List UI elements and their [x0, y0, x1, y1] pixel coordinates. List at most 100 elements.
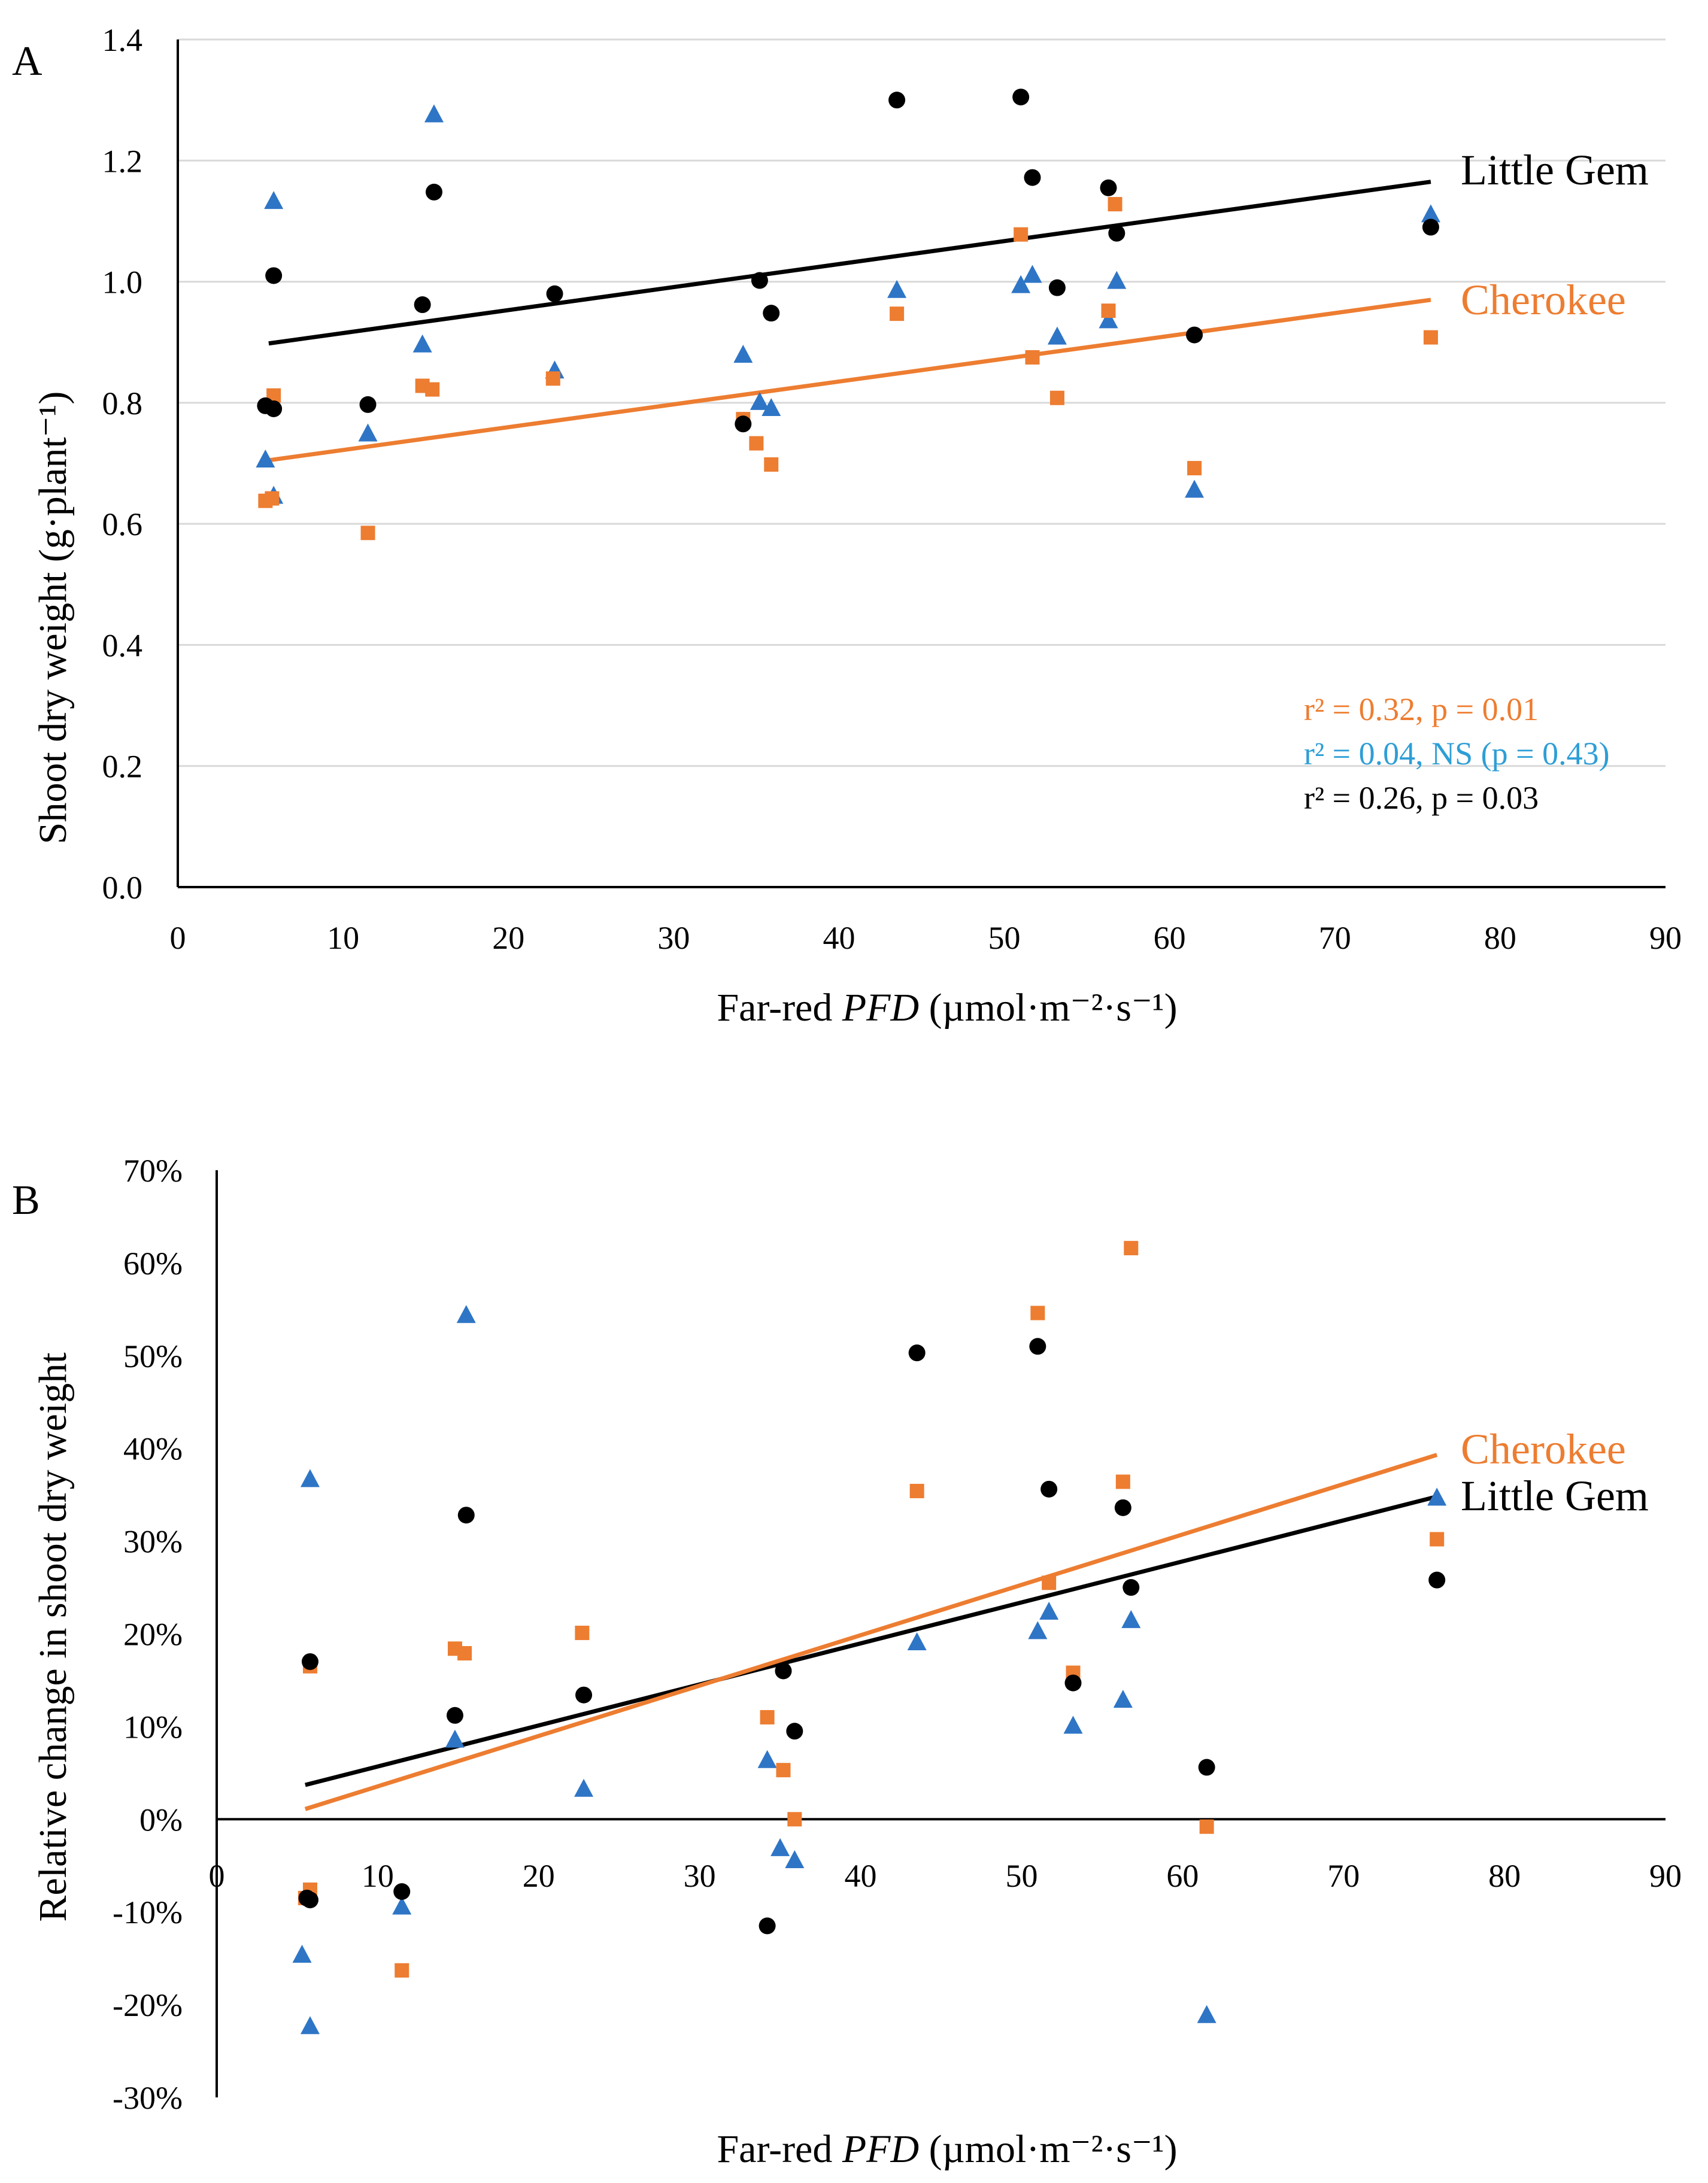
- blue-point: [750, 391, 769, 410]
- blue-point: [574, 1778, 594, 1797]
- cherokee-point: [776, 1763, 791, 1778]
- cherokee-point: [1025, 350, 1040, 365]
- little-gem-point: [1114, 1499, 1131, 1516]
- little-gem-point: [1012, 89, 1030, 106]
- little-gem-point: [1024, 169, 1041, 186]
- x-tick-label: 30: [684, 1858, 716, 1894]
- cherokee-point: [1042, 1575, 1057, 1590]
- x-tick-label: 90: [1649, 920, 1682, 956]
- little-gem-point: [575, 1686, 593, 1704]
- cherokee-point: [1108, 197, 1123, 212]
- blue-point: [1023, 265, 1042, 283]
- cherokee-point: [1101, 303, 1116, 318]
- x-tick-label: 90: [1649, 1858, 1682, 1894]
- cherokee-point: [265, 491, 280, 506]
- cherokee-point: [395, 1963, 409, 1978]
- blue-point: [358, 423, 378, 442]
- blue-point: [445, 1729, 465, 1748]
- panel-b-label-cherokee: Cherokee: [1461, 1425, 1626, 1473]
- cherokee-point: [749, 436, 764, 451]
- cherokee-point: [1430, 1532, 1445, 1547]
- panel-a-letter: A: [12, 38, 43, 84]
- blue-point: [757, 1750, 777, 1768]
- panel-a-gridlines: [178, 38, 1665, 767]
- blue-point: [733, 344, 753, 363]
- little-gem-point: [301, 1653, 318, 1670]
- y-tick-label: 10%: [123, 1709, 183, 1745]
- x-tick-label: 80: [1488, 1858, 1521, 1894]
- panel-a-stat-blue: r² = 0.04, NS (p = 0.43): [1304, 736, 1610, 772]
- little-gem-point: [786, 1723, 803, 1740]
- little-gem-point: [393, 1883, 411, 1900]
- cherokee-point: [1423, 330, 1438, 345]
- panel-a-data-points: [256, 89, 1440, 541]
- blue-point: [887, 280, 907, 298]
- little-gem-point: [457, 1507, 475, 1524]
- cherokee-point: [457, 1646, 472, 1661]
- little-gem-point: [908, 1344, 926, 1362]
- little-gem-point: [735, 415, 752, 433]
- blue-point: [1099, 310, 1118, 329]
- blue-point: [1121, 1610, 1141, 1628]
- x-tick-label: 0: [170, 920, 186, 956]
- little-gem-point: [546, 285, 563, 302]
- y-tick-label: 0.6: [102, 506, 143, 542]
- cherokee-point: [360, 526, 375, 541]
- y-tick-label: 1.4: [102, 22, 143, 58]
- little-gem-point: [1422, 218, 1439, 236]
- blue-point: [1113, 1690, 1133, 1708]
- blue-point: [300, 1469, 320, 1487]
- panel-b-axes: [216, 1170, 1665, 2097]
- little-gem-point: [775, 1662, 792, 1680]
- blue-point: [256, 449, 275, 467]
- x-tick-label: 10: [362, 1858, 394, 1894]
- blue-point: [264, 191, 284, 210]
- panel-b-y-tick-labels: -30% -20% -10% 0% 10% 20% 30% 40% 50% 60% 70%: [113, 1153, 183, 2116]
- trendline-cherokee: [304, 1453, 1438, 1811]
- x-tick-label: 80: [1484, 920, 1516, 956]
- x-tick-label: 0: [209, 1858, 225, 1894]
- panel-b-data-points: [292, 1241, 1447, 2035]
- little-gem-point: [265, 267, 283, 284]
- cherokee-point: [545, 371, 560, 386]
- little-gem-point: [1064, 1674, 1082, 1692]
- little-gem-point: [425, 183, 442, 201]
- y-tick-label: 0.0: [102, 870, 143, 906]
- little-gem-point: [1186, 326, 1203, 344]
- little-gem-point: [301, 1891, 318, 1909]
- blue-point: [1039, 1601, 1059, 1620]
- blue-point: [292, 1945, 312, 1963]
- little-gem-point: [1040, 1480, 1058, 1498]
- cherokee-point: [760, 1710, 775, 1724]
- blue-point: [1011, 275, 1031, 293]
- y-tick-label: 20%: [123, 1617, 183, 1653]
- panel-a-trendlines: [268, 180, 1431, 463]
- panel-b-label-little-gem: Little Gem: [1461, 1472, 1649, 1520]
- panel-b-trendlines: [304, 1453, 1438, 1811]
- little-gem-point: [751, 272, 768, 289]
- cherokee-point: [787, 1812, 802, 1827]
- little-gem-point: [763, 305, 780, 322]
- x-tick-label: 60: [1154, 920, 1186, 956]
- panel-b-y-axis-title: Relative change in shoot dry weight: [31, 1352, 75, 1921]
- x-tick-label: 70: [1319, 920, 1351, 956]
- panel-b-x-axis-title: Far-red PFD (µmol·m⁻²·s⁻¹): [717, 2127, 1177, 2171]
- panel-a-x-tick-labels: 0 10 20 30 40 50 60 70 80 90: [170, 920, 1682, 956]
- little-gem-point: [1123, 1579, 1140, 1596]
- cherokee-point: [909, 1483, 924, 1498]
- x-tick-label: 50: [988, 920, 1021, 956]
- cherokee-point: [1115, 1474, 1130, 1489]
- cherokee-point: [1030, 1305, 1045, 1320]
- cherokee-point: [575, 1625, 590, 1640]
- x-tick-label: 70: [1327, 1858, 1360, 1894]
- panel-a-stat-little-gem: r² = 0.26, p = 0.03: [1304, 780, 1539, 816]
- y-tick-label: 40%: [123, 1431, 183, 1467]
- little-gem-point: [1029, 1338, 1046, 1355]
- y-tick-label: 0.4: [102, 627, 143, 663]
- blue-point: [1028, 1621, 1048, 1639]
- panel-a-y-tick-labels: 0.0 0.2 0.4 0.6 0.8 1.0 1.2 1.4: [102, 22, 143, 906]
- x-tick-label: 40: [845, 1858, 877, 1894]
- y-tick-label: 70%: [123, 1153, 183, 1189]
- panel-a-x-axis-title: Far-red PFD (µmol·m⁻²·s⁻¹): [717, 986, 1177, 1030]
